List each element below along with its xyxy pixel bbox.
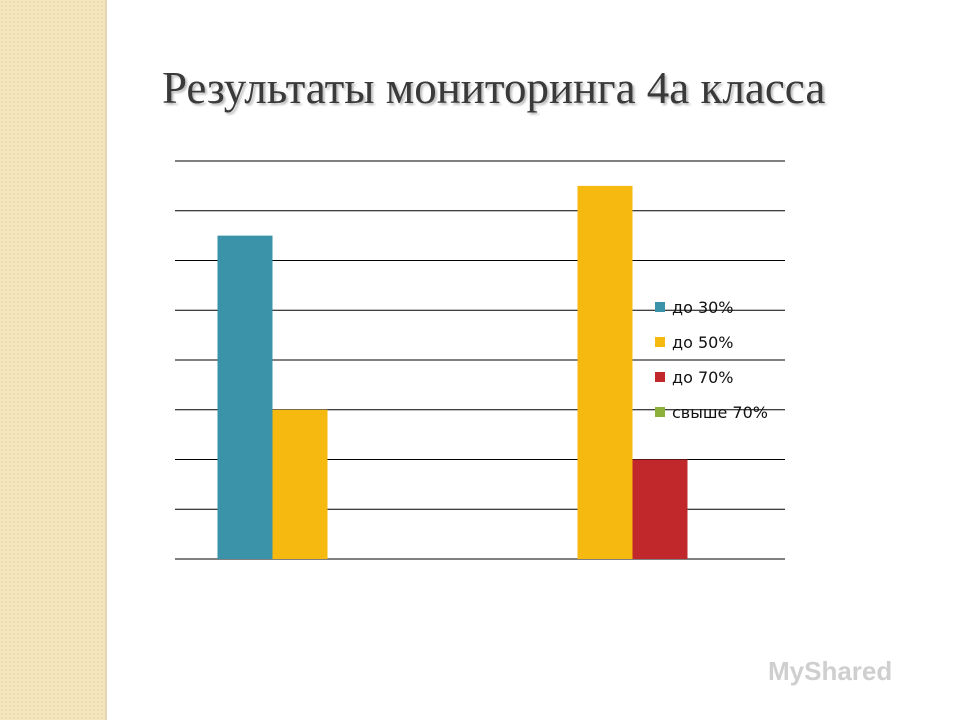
- bar: [272, 409, 328, 559]
- watermark-logo: MyShared: [768, 656, 892, 687]
- bar: [577, 185, 633, 559]
- bar: [217, 235, 273, 559]
- slide-title: Результаты мониторинга 4а класса: [162, 63, 826, 113]
- legend-label: до 50%: [672, 333, 734, 352]
- decorative-sidebar: [0, 0, 107, 720]
- legend-swatch: [655, 407, 665, 417]
- legend-label: до 30%: [672, 298, 734, 317]
- legend-swatch: [655, 337, 665, 347]
- legend-label: до 70%: [672, 368, 734, 387]
- watermark-text: MyShared: [768, 656, 893, 686]
- legend-swatch: [655, 372, 665, 382]
- legend-swatch: [655, 302, 665, 312]
- legend-label: свыше 70%: [672, 403, 768, 422]
- bar: [632, 459, 688, 559]
